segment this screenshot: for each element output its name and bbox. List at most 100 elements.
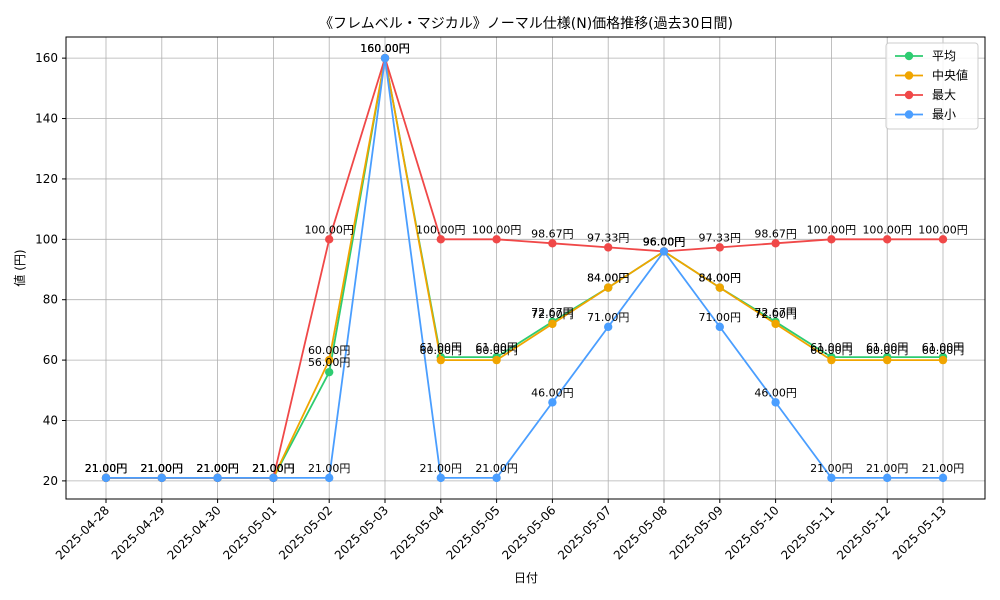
y-tick-label-80: 80 — [43, 293, 58, 307]
series-3-label-20250501: 21.00円 — [252, 462, 295, 475]
legend-swatch-marker-4 — [904, 110, 914, 119]
series-2-label-20250502: 60.00円 — [308, 344, 351, 357]
series-4-label-20250512: 21.00円 — [866, 462, 909, 475]
series-2-label-20250509: 84.00円 — [699, 272, 742, 285]
series-4-point-20250501 — [269, 473, 278, 483]
series-4-point-20250507 — [604, 322, 613, 332]
series-4-label-20250428: 21.00円 — [85, 462, 128, 475]
x-tick-label-20250507: 2025-05-07 — [555, 503, 614, 562]
series-3-point-20250507 — [604, 243, 613, 252]
series-2-point-20250513 — [938, 355, 948, 365]
y-axis-label: 値 (円) — [12, 249, 27, 286]
series-4-label-20250503: 160.00円 — [360, 42, 410, 55]
series-3-label-20250507: 97.33円 — [587, 231, 630, 244]
legend-label-3: 最大 — [932, 88, 956, 102]
series-3-label-20250429: 21.00円 — [141, 462, 184, 475]
series-2-point-20250512 — [883, 355, 892, 365]
series-4-label-20250501: 21.00円 — [252, 462, 295, 475]
series-3-label-20250505: 100.00円 — [472, 223, 522, 236]
series-4-label-20250504: 21.00円 — [420, 462, 463, 475]
series-3-label-20250511: 100.00円 — [807, 223, 857, 236]
series-1-label-20250430: 21.00円 — [196, 462, 239, 475]
series-4-point-20250502 — [325, 473, 334, 483]
series-1-label-20250509: 84.00円 — [699, 272, 742, 285]
x-tick-label-20250513: 2025-05-13 — [890, 503, 949, 562]
series-4-label-20250510: 46.00円 — [754, 386, 797, 399]
series-3-label-20250512: 100.00円 — [862, 223, 912, 236]
x-tick-label-20250430: 2025-04-30 — [165, 503, 224, 562]
series-3-label-20250504: 100.00円 — [416, 223, 466, 236]
series-1-label-20250507: 84.00円 — [587, 272, 630, 285]
series-3-label-20250508: 96.00円 — [643, 235, 686, 248]
series-3-label-20250430: 21.00円 — [196, 462, 239, 475]
series-4-label-20250507: 71.00円 — [587, 311, 630, 324]
series-2-label-20250512: 60.00円 — [866, 344, 909, 357]
x-tick-label-20250506: 2025-05-06 — [499, 503, 558, 562]
series-3-point-20250510 — [771, 239, 780, 248]
series-4-label-20250508: 96.00円 — [643, 235, 686, 248]
series-1-label-20250502: 56.00円 — [308, 356, 351, 369]
series-1-label-20250505: 61.00円 — [475, 341, 518, 354]
series-4-point-20250508 — [659, 247, 669, 256]
series-3-point-20250502 — [325, 235, 334, 244]
series-4-point-20250503 — [380, 53, 390, 63]
legend-item-1: 平均 — [895, 49, 956, 63]
series-2-label-20250429: 21.00円 — [141, 462, 184, 475]
series-1-label-20250513: 61.00円 — [922, 341, 965, 354]
legend-item-2: 中央値 — [895, 68, 968, 83]
series-1-label-20250503: 160.00円 — [360, 42, 410, 55]
series-1-label-20250511: 61.00円 — [810, 341, 853, 354]
series-3-label-20250428: 21.00円 — [85, 462, 128, 475]
series-4-point-20250429 — [157, 473, 166, 483]
series-3-line — [106, 55, 943, 479]
series-2-label-20250501: 21.00円 — [252, 462, 295, 475]
series-2-point-20250507 — [604, 283, 613, 292]
y-tick-label-60: 60 — [43, 353, 58, 367]
y-tick-label-40: 40 — [43, 413, 58, 427]
series-4-label-20250502: 21.00円 — [308, 462, 351, 475]
series-2-label-20250506: 72.00円 — [531, 308, 574, 321]
series-2-line — [106, 57, 943, 479]
series-3-label-20250513: 100.00円 — [918, 223, 968, 236]
legend-swatch-marker-2 — [904, 71, 914, 80]
series-4-point-20250428 — [101, 473, 111, 483]
series-2-point-20250502 — [325, 355, 334, 365]
series-2-label-20250505: 60.00円 — [475, 344, 518, 357]
series-4-label-20250430: 21.00円 — [196, 462, 239, 475]
series-2-point-20250506 — [548, 319, 557, 329]
series-2-point-20250510 — [771, 319, 780, 329]
series-3-label-20250510: 98.67円 — [754, 227, 797, 240]
x-tick-label-20250502: 2025-05-02 — [276, 503, 335, 562]
series-2-label-20250508: 96.00円 — [643, 235, 686, 248]
y-tick-label-140: 140 — [35, 112, 58, 126]
series-4-point-20250512 — [883, 473, 892, 483]
series-4-label-20250511: 21.00円 — [810, 462, 853, 475]
y-tick-label-120: 120 — [35, 172, 58, 186]
x-axis-label: 日付 — [514, 571, 538, 585]
series-4 — [101, 53, 948, 483]
series-1-point-20250502 — [325, 367, 334, 377]
series-4-label-20250509: 71.00円 — [699, 311, 742, 324]
series-3-point-20250505 — [492, 235, 501, 244]
y-tick-label-20: 20 — [43, 474, 58, 488]
chart-title: 《フレムベル・マジカル》ノーマル仕様(N)価格推移(過去30日間) — [319, 16, 733, 32]
series-1-label-20250508: 96.00円 — [643, 235, 686, 248]
series-4-point-20250513 — [938, 473, 948, 483]
legend-label-2: 中央値 — [932, 68, 968, 83]
series-3-point-20250506 — [548, 239, 557, 248]
series-4-point-20250430 — [213, 473, 222, 483]
x-tick-label-20250429: 2025-04-29 — [109, 503, 168, 562]
series-4-point-20250509 — [715, 322, 724, 332]
series-2-point-20250504 — [436, 355, 445, 365]
series-2-label-20250503: 160.00円 — [360, 42, 410, 55]
series-4-label-20250513: 21.00円 — [922, 462, 965, 475]
series-4-point-20250505 — [492, 473, 501, 483]
series-2-point-20250505 — [492, 355, 501, 365]
x-tick-label-20250428: 2025-04-28 — [53, 503, 112, 562]
series-1-label-20250506: 72.67円 — [531, 306, 574, 319]
series-1-label-20250504: 61.00円 — [420, 341, 463, 354]
series-3-point-20250511 — [827, 235, 836, 244]
legend-swatch-marker-1 — [904, 51, 914, 61]
x-tick-label-20250510: 2025-05-10 — [723, 503, 782, 562]
